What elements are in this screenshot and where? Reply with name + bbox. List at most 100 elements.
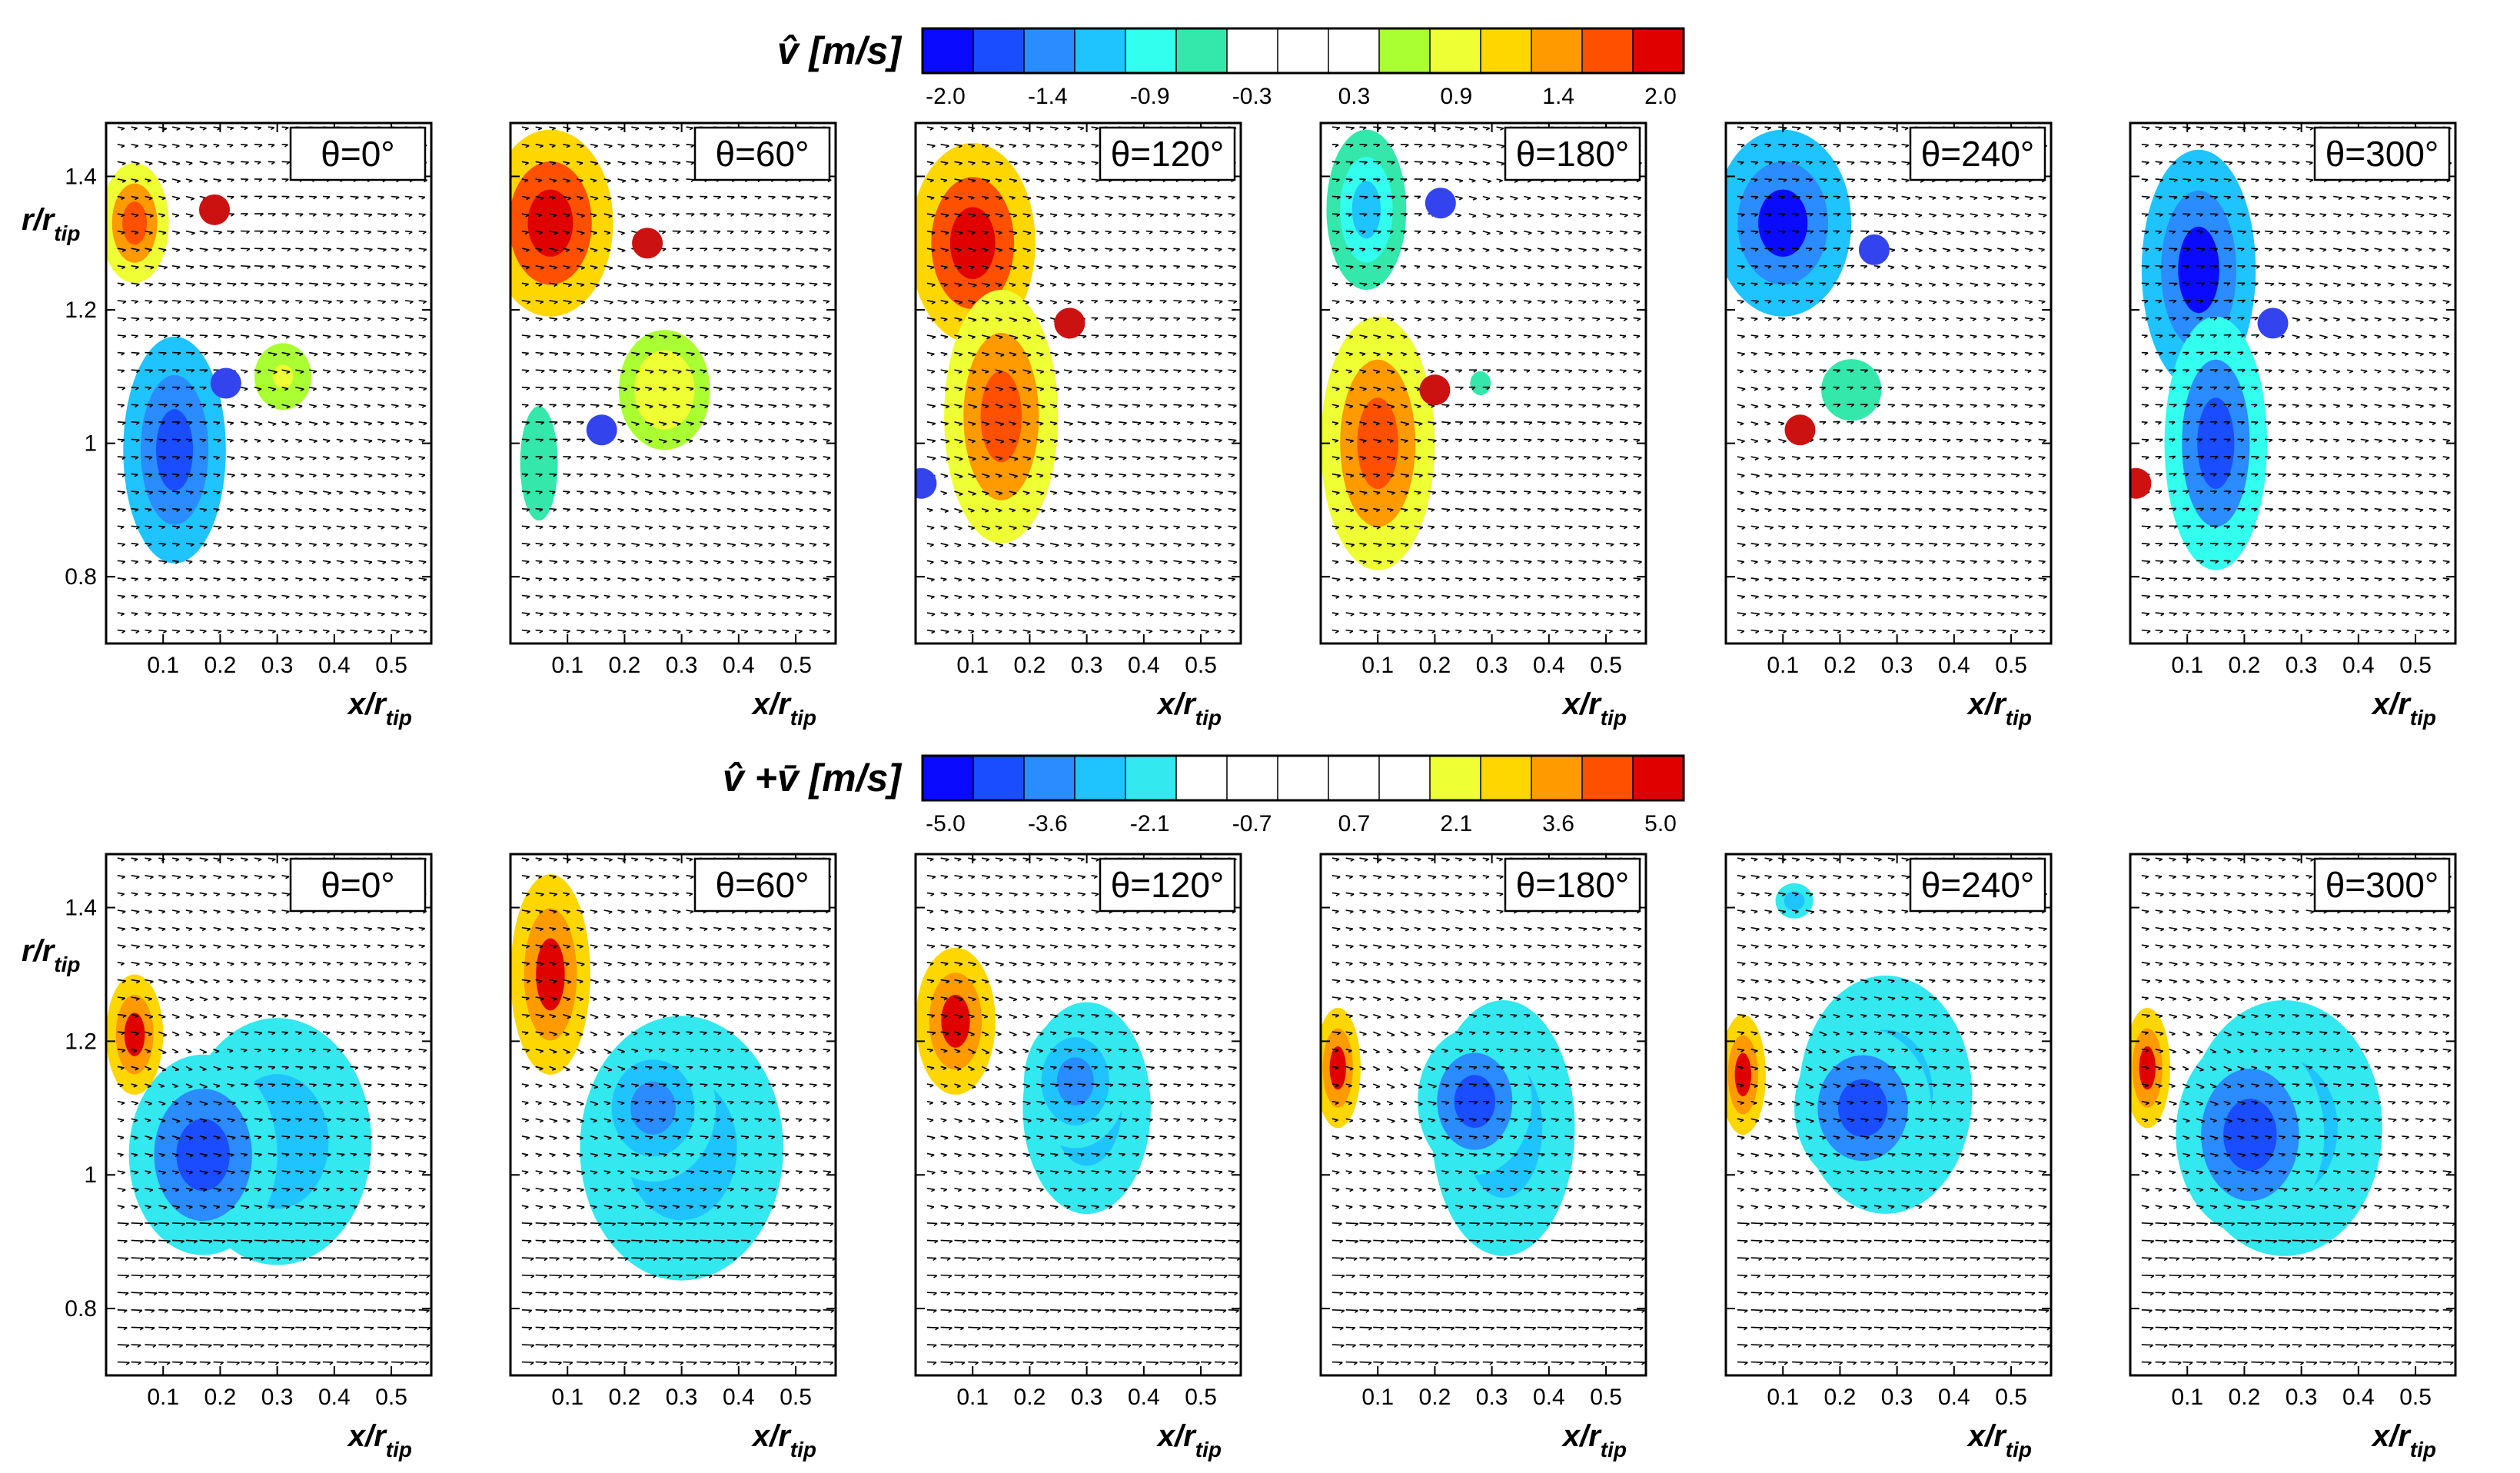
vector-arrow-head bbox=[957, 336, 962, 339]
vector-arrow-head bbox=[1431, 595, 1435, 599]
vector-arrow-head bbox=[284, 560, 289, 564]
vector-arrow bbox=[1214, 473, 1222, 476]
vector-arrow-head bbox=[580, 456, 585, 460]
vector-arrow bbox=[1173, 473, 1182, 476]
vector-arrow bbox=[254, 282, 264, 285]
vector-arrow-head bbox=[984, 630, 989, 634]
vector-arrow-head bbox=[286, 371, 291, 374]
vector-arrow bbox=[1373, 473, 1380, 476]
vector-arrow-head bbox=[162, 491, 167, 495]
vector-arrow-head bbox=[786, 335, 790, 339]
vector-arrow bbox=[117, 507, 126, 510]
vector-arrow bbox=[1049, 456, 1059, 459]
vector-arrow bbox=[364, 490, 371, 494]
vector-arrow bbox=[241, 629, 248, 632]
vector-arrow-head bbox=[703, 492, 707, 495]
vector-arrow bbox=[658, 456, 667, 460]
vector-arrow-head bbox=[1459, 491, 1464, 495]
vector-arrow-head bbox=[1052, 578, 1057, 582]
vector-arrow bbox=[1428, 369, 1435, 372]
vector-arrow bbox=[823, 421, 832, 424]
vector-arrow bbox=[309, 334, 317, 337]
vector-arrow-head bbox=[421, 509, 427, 513]
vector-arrow-head bbox=[1348, 178, 1353, 182]
vector-arrow-head bbox=[313, 492, 317, 495]
vector-arrow bbox=[213, 594, 220, 597]
vector-arrow bbox=[700, 404, 709, 407]
vector-arrow-head bbox=[812, 214, 816, 218]
vector-arrow-head bbox=[1135, 544, 1140, 547]
vector-arrow-head bbox=[771, 613, 776, 617]
vector-arrow bbox=[590, 161, 599, 165]
vector-arrow-head bbox=[538, 162, 543, 165]
vector-arrow bbox=[535, 525, 544, 527]
vector-arrow bbox=[254, 490, 261, 494]
colorbar-frame bbox=[921, 27, 1685, 75]
vector-arrow-head bbox=[190, 301, 194, 304]
vector-arrow-head bbox=[1026, 457, 1032, 461]
vector-arrow-head bbox=[743, 561, 748, 564]
vector-arrow-head bbox=[826, 404, 830, 408]
vector-arrow-head bbox=[1012, 267, 1017, 270]
vector-arrow bbox=[336, 473, 344, 476]
vector-arrow-head bbox=[188, 421, 193, 425]
vector-arrow-head bbox=[298, 544, 302, 547]
vector-arrow-head bbox=[421, 266, 426, 270]
vector-arrow-head bbox=[704, 283, 709, 287]
vector-arrow-head bbox=[1162, 544, 1168, 547]
vector-arrow bbox=[713, 594, 723, 598]
vector-arrow-head bbox=[1052, 301, 1057, 304]
vector-arrow bbox=[1022, 560, 1030, 564]
vector-arrow-head bbox=[972, 423, 976, 426]
vector-arrow-head bbox=[1053, 214, 1058, 218]
vector-arrow bbox=[171, 282, 181, 285]
vector-arrow-head bbox=[730, 613, 735, 617]
vector-arrow bbox=[1159, 473, 1168, 476]
vector-arrow bbox=[1428, 317, 1435, 320]
vector-arrow-head bbox=[258, 596, 262, 599]
vector-arrow bbox=[1145, 230, 1153, 233]
vector-arrow-head bbox=[230, 231, 235, 234]
vector-arrow bbox=[631, 473, 640, 477]
vector-arrow bbox=[926, 629, 936, 633]
vector-arrow bbox=[795, 594, 804, 597]
vector-arrow-head bbox=[565, 162, 570, 165]
vector-arrow bbox=[336, 421, 344, 424]
vector-arrow bbox=[1214, 369, 1222, 371]
vector-arrow-head bbox=[120, 613, 125, 617]
vector-arrow bbox=[563, 594, 571, 597]
vector-arrow-head bbox=[121, 457, 126, 461]
colorbar-title: v̂ [m/s] bbox=[777, 29, 903, 72]
vector-arrow bbox=[227, 629, 234, 632]
vector-arrow-head bbox=[1458, 197, 1463, 201]
vector-arrow bbox=[171, 248, 180, 251]
vector-arrow bbox=[1468, 143, 1478, 147]
vector-arrow-head bbox=[1109, 334, 1114, 338]
vector-arrow bbox=[322, 438, 331, 441]
contour-layer bbox=[106, 163, 312, 564]
vector-arrow-head bbox=[526, 544, 530, 547]
vector-arrow bbox=[336, 195, 344, 198]
vector-arrow bbox=[158, 594, 166, 597]
vector-arrow-head bbox=[1191, 387, 1195, 391]
vector-arrow-head bbox=[690, 283, 694, 287]
vector-arrow bbox=[1091, 126, 1099, 129]
vector-arrow-head bbox=[648, 561, 653, 564]
vector-arrow-head bbox=[972, 458, 976, 461]
vector-arrow bbox=[322, 334, 331, 337]
vector-arrow-head bbox=[757, 335, 763, 339]
vector-arrow-head bbox=[299, 231, 304, 234]
vector-arrow-head bbox=[1459, 387, 1464, 391]
vector-arrow-head bbox=[621, 162, 626, 166]
vector-arrow-head bbox=[1039, 301, 1043, 304]
vector-arrow-head bbox=[121, 630, 126, 634]
vector-arrow bbox=[713, 369, 721, 372]
vector-arrow-head bbox=[421, 335, 427, 339]
vector-arrow-head bbox=[676, 561, 680, 565]
vector-arrow-head bbox=[1082, 630, 1086, 634]
vector-arrow bbox=[1009, 264, 1017, 269]
vector-arrow-head bbox=[959, 232, 963, 235]
vector-arrow-head bbox=[1473, 162, 1478, 166]
vector-arrow-head bbox=[1391, 127, 1395, 131]
vector-arrow bbox=[995, 404, 1003, 407]
